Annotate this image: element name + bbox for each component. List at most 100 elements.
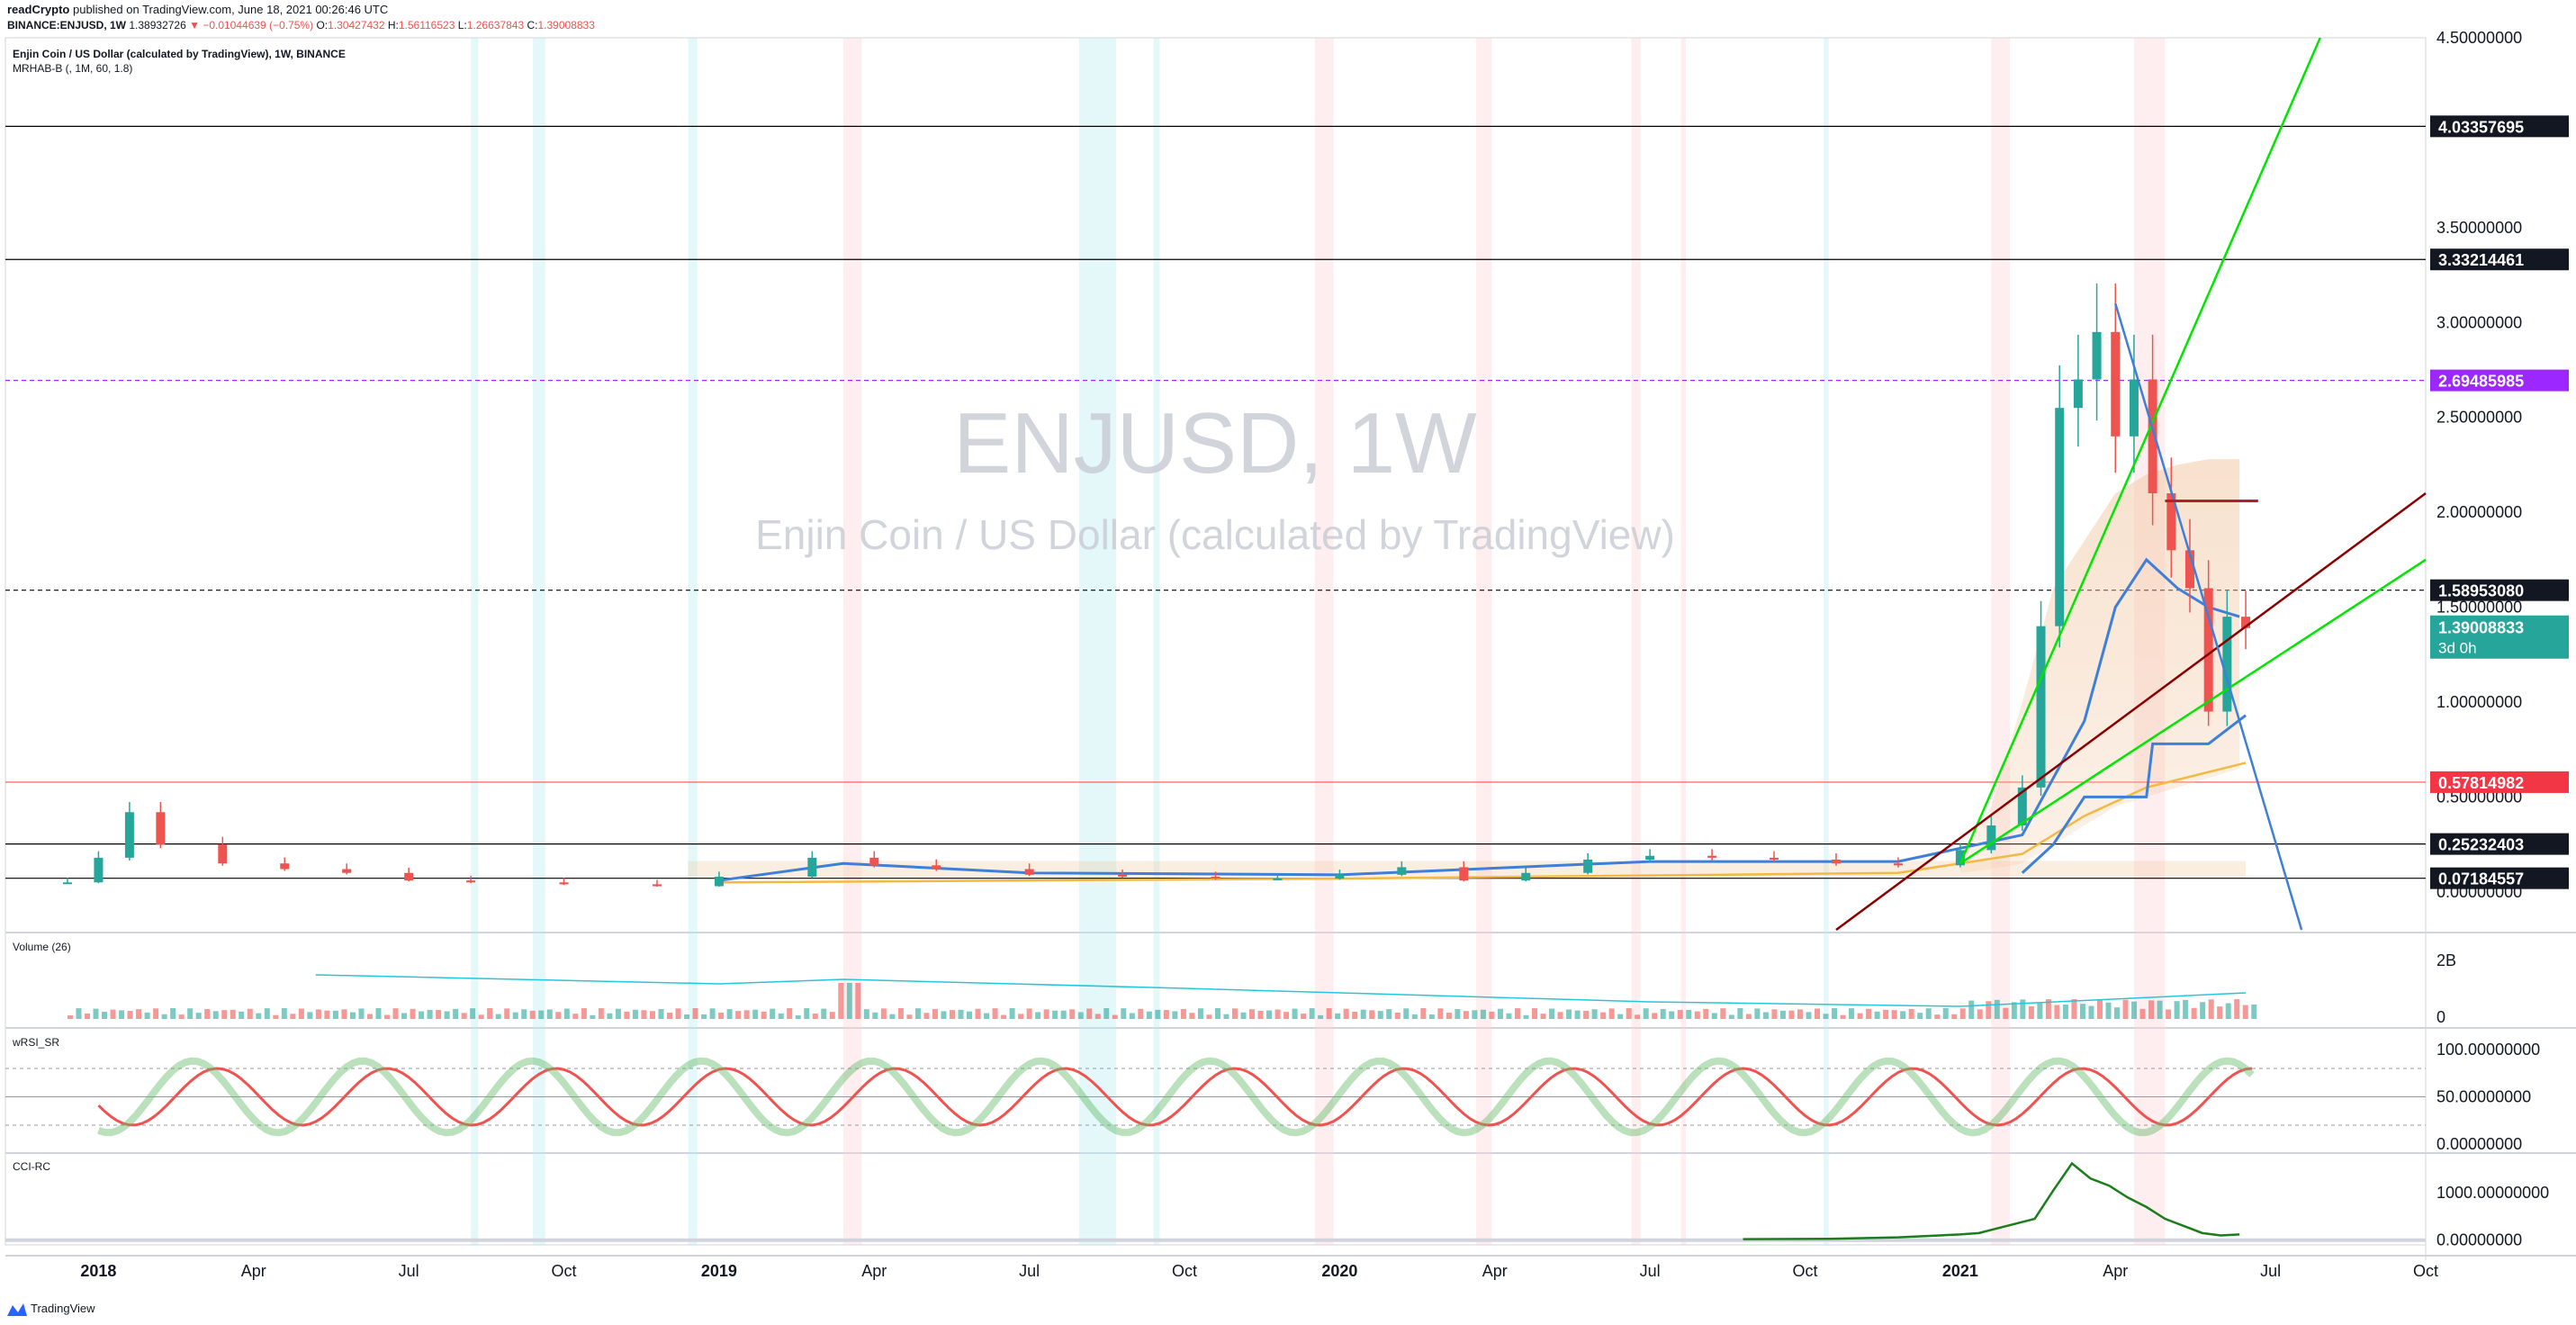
candle bbox=[1893, 863, 1903, 866]
volume-bar bbox=[649, 1011, 655, 1019]
volume-bar bbox=[1026, 1008, 1032, 1019]
price-axis-tick: 1.50000000 bbox=[2436, 599, 2522, 617]
volume-bar bbox=[2028, 1006, 2034, 1019]
volume-bar bbox=[2114, 1007, 2121, 1019]
volume-bar bbox=[1472, 1010, 1478, 1019]
header-high: 1.56116523 bbox=[398, 19, 455, 32]
volume-bar bbox=[2011, 1002, 2017, 1019]
candle bbox=[1335, 874, 1345, 879]
volume-bar bbox=[2088, 1005, 2094, 1019]
volume-bar bbox=[2166, 1009, 2172, 1019]
volume-bar bbox=[1301, 1014, 1307, 1019]
level-label-bg bbox=[2430, 867, 2569, 889]
volume-bar bbox=[1832, 1008, 1838, 1019]
volume-bar bbox=[264, 1008, 270, 1019]
volume-bar bbox=[675, 1008, 681, 1019]
volume-bar bbox=[709, 1008, 716, 1019]
last-price-label: 1.39008833 bbox=[2438, 619, 2524, 637]
volume-bar bbox=[2242, 1005, 2248, 1019]
background-band bbox=[1153, 38, 1160, 1245]
wrsi-pane-title: wRSI_SR bbox=[12, 1036, 59, 1049]
cci-axis-tick: 1000.00000000 bbox=[2436, 1184, 2549, 1202]
volume-bar bbox=[1394, 1012, 1401, 1019]
volume-bar bbox=[958, 1009, 964, 1019]
volume-bar bbox=[1506, 1013, 1512, 1019]
volume-bar bbox=[914, 1008, 921, 1019]
candle bbox=[62, 882, 72, 885]
volume-bar bbox=[692, 1008, 698, 1019]
volume-bar bbox=[410, 1008, 416, 1019]
volume-axis-tick: 0 bbox=[2436, 1008, 2445, 1026]
volume-bar bbox=[1720, 1008, 1726, 1019]
volume-bar bbox=[521, 1009, 527, 1019]
volume-bar bbox=[2003, 1007, 2009, 1019]
time-axis-tick: Apr bbox=[2103, 1262, 2128, 1280]
volume-bar bbox=[178, 1014, 185, 1019]
level-label-bg bbox=[2430, 248, 2569, 271]
volume-bar bbox=[761, 1011, 767, 1019]
volume-bar bbox=[281, 1008, 287, 1019]
header-author[interactable]: readCrypto bbox=[7, 3, 70, 16]
volume-bar bbox=[1189, 1013, 1195, 1019]
volume-bar bbox=[1643, 1008, 1649, 1019]
volume-bar bbox=[1437, 1008, 1444, 1019]
candle bbox=[2036, 626, 2046, 788]
volume-bar bbox=[307, 1012, 313, 1019]
volume-bar bbox=[1018, 1014, 1024, 1019]
volume-bar bbox=[906, 1014, 913, 1019]
volume-bar bbox=[1849, 1008, 1855, 1019]
volume-bar bbox=[2045, 999, 2051, 1019]
volume-bar bbox=[1711, 1013, 1717, 1019]
volume-bar bbox=[2062, 1005, 2068, 1019]
volume-bar bbox=[1574, 1010, 1581, 1019]
volume-bar bbox=[161, 1014, 167, 1019]
candle bbox=[1583, 859, 1593, 873]
volume-bar bbox=[1669, 1011, 1675, 1019]
volume-bar bbox=[93, 1008, 99, 1019]
volume-bar bbox=[170, 1008, 176, 1019]
volume-bar bbox=[897, 1008, 904, 1019]
level-label: 0.57814982 bbox=[2438, 774, 2524, 792]
volume-bar bbox=[1455, 1009, 1461, 1019]
candle bbox=[1459, 867, 1469, 881]
volume-bar bbox=[880, 1008, 887, 1019]
volume-bar bbox=[2105, 1002, 2112, 1019]
volume-bar bbox=[1583, 1010, 1590, 1019]
volume-bar bbox=[212, 1011, 219, 1019]
footer-brand[interactable]: TradingView bbox=[31, 1302, 95, 1315]
volume-bar bbox=[1052, 1010, 1058, 1019]
volume-bar bbox=[863, 1009, 869, 1019]
volume-bar bbox=[1060, 1010, 1067, 1019]
volume-bar bbox=[332, 1010, 338, 1019]
level-label-bg bbox=[2430, 369, 2569, 392]
level-label: 0.25232403 bbox=[2438, 836, 2524, 854]
volume-bar bbox=[1823, 1014, 1829, 1019]
candle bbox=[1118, 874, 1128, 877]
volume-bar bbox=[563, 1008, 570, 1019]
volume-bar bbox=[2020, 999, 2026, 1019]
volume-bar bbox=[1942, 1008, 1949, 1019]
rsi-signal-line bbox=[97, 1067, 2253, 1127]
volume-bar bbox=[427, 1009, 433, 1019]
volume-bar bbox=[718, 1012, 725, 1019]
volume-bar bbox=[341, 1009, 347, 1019]
rsi-oscillator-band bbox=[97, 1057, 2255, 1137]
volume-bar bbox=[315, 1009, 321, 1019]
volume-bar bbox=[1677, 1010, 1683, 1019]
cci-pane-title: CCI-RC bbox=[13, 1160, 50, 1173]
volume-bar bbox=[1369, 1010, 1375, 1019]
volume-bar bbox=[1386, 1009, 1392, 1019]
cci-line bbox=[1743, 1161, 2240, 1240]
time-axis-tick: Apr bbox=[1482, 1262, 1508, 1280]
volume-bar bbox=[1318, 1014, 1324, 1019]
time-axis-tick: Jul bbox=[2260, 1262, 2281, 1280]
volume-bar bbox=[1343, 1008, 1349, 1019]
volume-bar bbox=[2225, 1003, 2231, 1019]
volume-bar bbox=[1446, 1013, 1452, 1019]
volume-bar bbox=[889, 1014, 896, 1019]
volume-bar bbox=[247, 1008, 253, 1019]
level-label: 2.69485985 bbox=[2438, 373, 2524, 391]
volume-bar bbox=[701, 1014, 707, 1019]
volume-bar bbox=[872, 1012, 878, 1019]
volume-bar bbox=[1523, 1014, 1529, 1019]
